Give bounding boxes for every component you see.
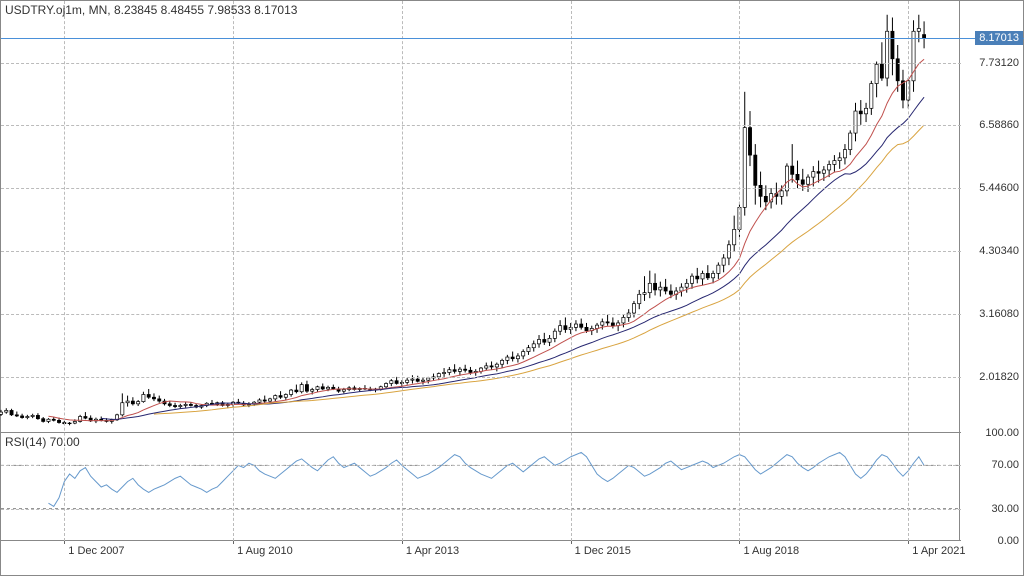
rsi-y-tick: 100.00	[985, 427, 1019, 439]
rsi-y-tick: 0.00	[998, 535, 1019, 547]
rsi-chart-svg	[1, 433, 961, 541]
current-price-line	[1, 38, 1024, 39]
x-tick-label: 1 Aug 2010	[237, 545, 293, 557]
x-tick-label: 1 Dec 2015	[575, 545, 631, 557]
price-y-tick: 3.16080	[979, 308, 1019, 320]
rsi-y-tick: 70.00	[991, 459, 1019, 471]
rsi-panel[interactable]: RSI(14) 70.00	[1, 433, 961, 541]
rsi-y-tick: 30.00	[991, 503, 1019, 515]
chart-title: USDTRY.oj1m, MN, 8.23845 8.48455 7.98533…	[5, 3, 297, 17]
x-tick-label: 1 Apr 2013	[406, 545, 459, 557]
ohlc-values: 8.23845 8.48455 7.98533 8.17013	[114, 3, 298, 17]
price-chart-svg	[1, 1, 961, 433]
price-panel[interactable]	[1, 1, 961, 433]
price-y-tick: 7.73120	[979, 57, 1019, 69]
x-tick-label: 1 Apr 2021	[912, 545, 965, 557]
x-tick-label: 1 Dec 2007	[68, 545, 124, 557]
price-y-tick: 4.30340	[979, 245, 1019, 257]
y-axis-right: 2.01820 3.16080 4.30340 5.44600 6.58860 7.731…	[959, 1, 1023, 541]
price-y-tick: 2.01820	[979, 371, 1019, 383]
current-price-badge: 8.17013	[975, 31, 1023, 45]
price-y-tick: 5.44600	[979, 182, 1019, 194]
chart-container: USDTRY.oj1m, MN, 8.23845 8.48455 7.98533…	[0, 0, 1024, 576]
rsi-title: RSI(14) 70.00	[5, 435, 80, 449]
price-y-tick: 6.58860	[979, 119, 1019, 131]
x-tick-label: 1 Aug 2018	[743, 545, 799, 557]
symbol-timeframe: USDTRY.oj1m, MN,	[5, 3, 111, 17]
x-axis: 1 Dec 2007 1 Aug 2010 1 Apr 2013 1 Dec 2015…	[1, 541, 961, 577]
